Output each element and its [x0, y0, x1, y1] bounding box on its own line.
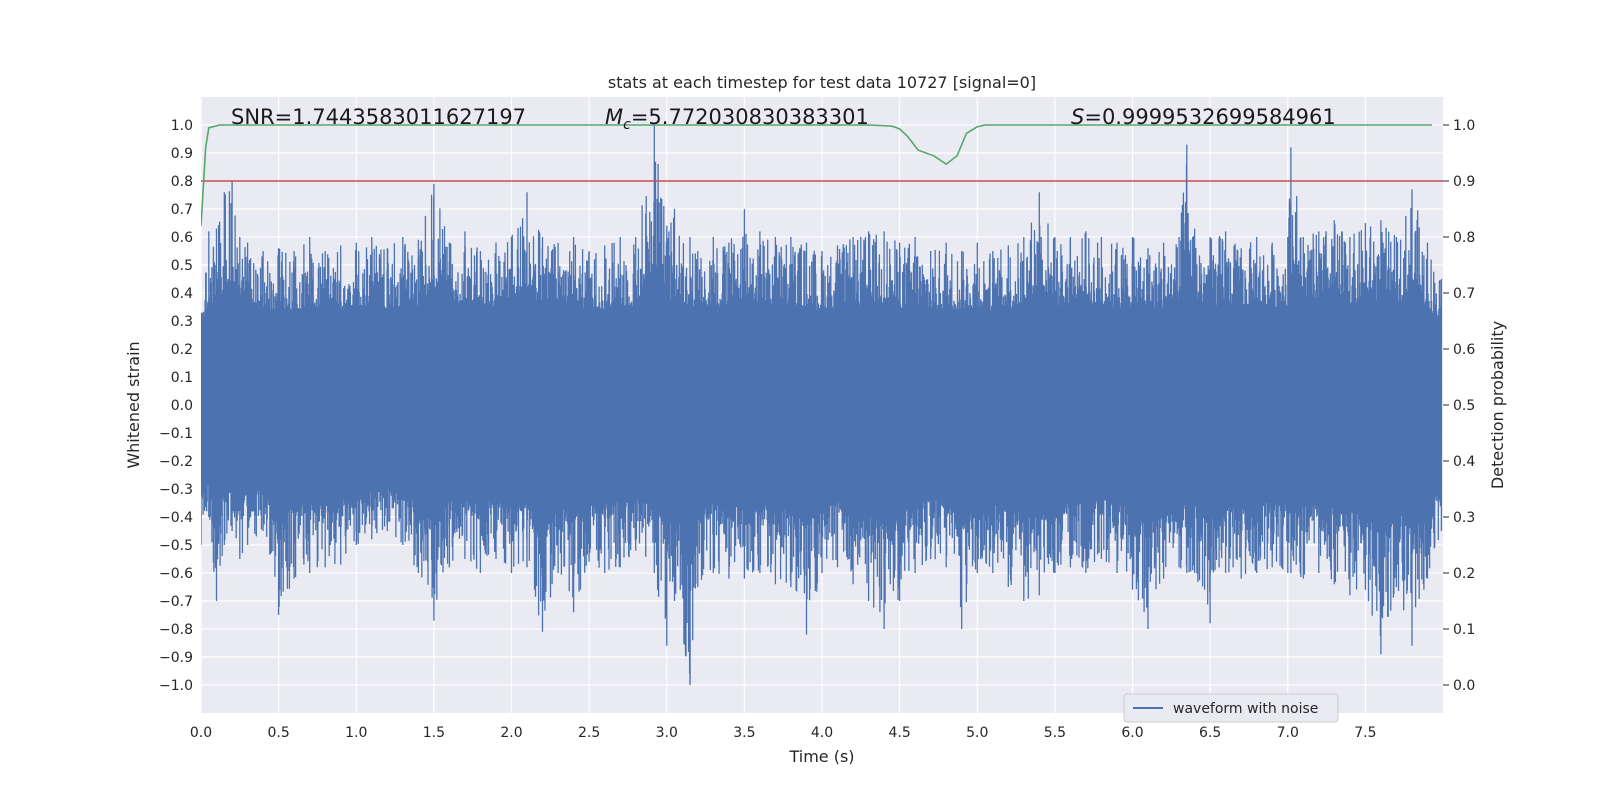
y-right-axis-label: Detection probability	[1488, 321, 1507, 489]
x-tick-label: 2.0	[500, 725, 522, 741]
y-left-tick-label: 0.1	[171, 370, 193, 386]
y-right-tick-label: 0.1	[1453, 622, 1475, 638]
y-left-tick-label: −0.6	[159, 566, 193, 582]
y-left-tick-label: −0.9	[159, 650, 193, 666]
x-tick-label: 4.5	[888, 725, 910, 741]
x-tick-label: 7.5	[1354, 725, 1376, 741]
waveform-series	[201, 125, 1443, 685]
y-left-tick-label: −1.0	[159, 678, 193, 694]
y-left-tick-label: 1.0	[171, 118, 193, 134]
y-left-axis-label: Whitened strain	[124, 341, 143, 468]
detection-probability-line	[201, 124, 1433, 226]
snr-annotation: SNR=1.7443583011627197	[231, 105, 526, 129]
chart-title: stats at each timestep for test data 107…	[608, 73, 1036, 92]
y-left-tick-label: 0.4	[171, 286, 193, 302]
y-right-tick-label: 0.6	[1453, 342, 1475, 358]
y-right-tick-label: 0.7	[1453, 286, 1475, 302]
y-left-tick-label: −0.2	[159, 454, 193, 470]
x-tick-label: 3.5	[733, 725, 755, 741]
y-right-tick-label: 0.8	[1453, 230, 1475, 246]
y-right-tick-label: 1.0	[1453, 118, 1475, 134]
y-left-tick-label: −0.4	[159, 510, 193, 526]
x-tick-label: 2.5	[578, 725, 600, 741]
y-left-tick-label: −0.7	[159, 594, 193, 610]
y-left-tick-label: −0.8	[159, 622, 193, 638]
y-left-tick-label: −0.1	[159, 426, 193, 442]
y-left-tick-label: 0.6	[171, 230, 193, 246]
x-tick-label: 6.0	[1121, 725, 1143, 741]
x-tick-label: 5.0	[966, 725, 988, 741]
x-tick-label: 1.5	[423, 725, 445, 741]
x-tick-label: 1.0	[345, 725, 367, 741]
y-right-tick-label: 0.5	[1453, 398, 1475, 414]
y-right-tick-label: 0.9	[1453, 174, 1475, 190]
x-tick-label: 0.5	[267, 725, 289, 741]
legend-box	[1123, 693, 1339, 723]
x-tick-label: 6.5	[1199, 725, 1221, 741]
chirp-mass-annotation: Mc=5.772030830383301	[605, 105, 869, 133]
y-left-tick-label: −0.5	[159, 538, 193, 554]
y-left-tick-label: 0.3	[171, 314, 193, 330]
x-tick-label: 4.0	[811, 725, 833, 741]
x-tick-label: 3.0	[656, 725, 678, 741]
x-axis-label: Time (s)	[788, 747, 854, 766]
waveform-trace	[201, 125, 1443, 685]
y-right-tick-label: 0.3	[1453, 510, 1475, 526]
y-left-tick-label: 0.5	[171, 258, 193, 274]
y-left-axis-ticks: 1.0 0.9 0.8 0.7 0.6 0.5 0.4 0.3 0.2 0.1 0.0 −0.1 −0.…	[159, 118, 193, 694]
y-right-axis-ticks: 1.0 0.9 0.8 0.7 0.6 0.5 0.4 0.3 0.2 0.1 0.0	[1443, 118, 1475, 694]
y-left-tick-label: 0.9	[171, 146, 193, 162]
y-left-tick-label: 0.2	[171, 342, 193, 358]
y-right-tick-label: 0.4	[1453, 454, 1475, 470]
y-right-tick-label: 0.2	[1453, 566, 1475, 582]
x-tick-label: 5.5	[1044, 725, 1066, 741]
y-left-tick-label: 0.0	[171, 398, 193, 414]
y-left-tick-label: 0.7	[171, 202, 193, 218]
x-tick-label: 7.0	[1277, 725, 1299, 741]
x-tick-label: 0.0	[190, 725, 212, 741]
score-annotation: S=0.9999532699584961	[1071, 105, 1336, 129]
y-left-tick-label: −0.3	[159, 482, 193, 498]
legend: waveform with noise	[1123, 693, 1339, 723]
y-left-tick-label: 0.8	[171, 174, 193, 190]
x-axis-ticks: 0.0 0.5 1.0 1.5 2.0 2.5 3.0 3.5 4.0 4.5 5.0 5.5 6.0 6…	[190, 725, 1377, 741]
y-right-tick-label: 0.0	[1453, 678, 1475, 694]
legend-label: waveform with noise	[1173, 701, 1318, 717]
